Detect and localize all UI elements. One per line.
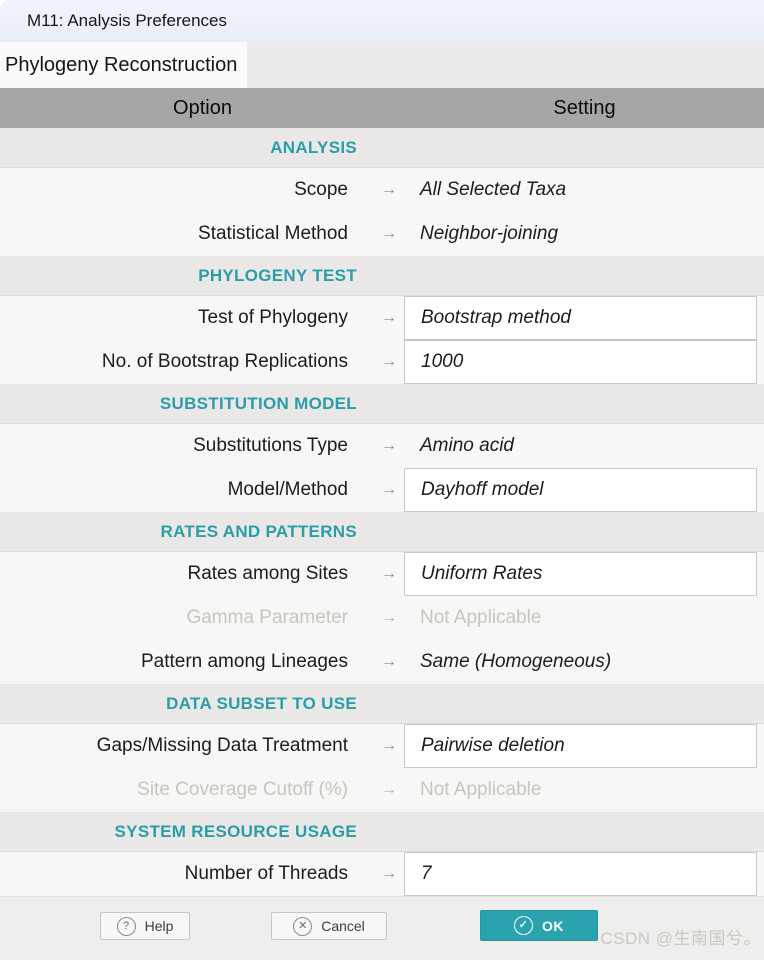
tab-phylogeny-reconstruction[interactable]: Phylogeny Reconstruction <box>0 42 248 88</box>
option-label: Statistical Method <box>198 223 348 244</box>
arrow-icon: → <box>381 653 397 670</box>
table-row: Gaps/Missing Data Treatment → Pairwise del… <box>0 724 764 768</box>
table-row: Rates among Sites → Uniform Rates <box>0 552 764 596</box>
arrow-icon: → <box>381 481 397 498</box>
table-header: Option Setting <box>0 88 764 128</box>
arrow-icon: → <box>381 225 397 242</box>
setting-dropdown[interactable]: Pairwise deletion <box>404 724 757 768</box>
arrow-icon: → <box>381 437 397 454</box>
setting-value: Not Applicable <box>420 607 542 628</box>
section-header-row: RATES AND PATTERNS <box>0 512 764 552</box>
table-row: Gamma Parameter → Not Applicable <box>0 596 764 640</box>
setting-value: Same (Homogeneous) <box>420 651 612 672</box>
watermark: CSDN @生南国兮。 <box>600 929 761 948</box>
option-label: Test of Phylogeny <box>198 307 348 328</box>
title-bar: M11: Analysis Preferences <box>0 0 764 42</box>
column-header-option: Option <box>173 97 232 119</box>
option-label: Rates among Sites <box>187 563 348 584</box>
option-label: Site Coverage Cutoff (%) <box>137 779 348 800</box>
section-header-row: PHYLOGENY TEST <box>0 256 764 296</box>
window-title: M11: Analysis Preferences <box>27 11 227 30</box>
option-label: Gamma Parameter <box>186 607 348 628</box>
section-title: PHYLOGENY TEST <box>198 265 357 285</box>
setting-value: Neighbor-joining <box>420 223 559 244</box>
help-icon: ? <box>116 916 136 936</box>
table-row: Statistical Method → Neighbor-joining <box>0 212 764 256</box>
arrow-icon: → <box>381 609 397 626</box>
section-header-row: SYSTEM RESOURCE USAGE <box>0 812 764 852</box>
option-label: Gaps/Missing Data Treatment <box>96 735 348 756</box>
option-label: Substitutions Type <box>193 435 348 456</box>
ok-icon: ✓ <box>514 916 533 935</box>
arrow-icon: → <box>381 353 397 370</box>
setting-dropdown[interactable]: 7 <box>404 852 757 896</box>
setting-value: Amino acid <box>420 435 514 456</box>
table-row: Number of Threads → 7 <box>0 852 764 896</box>
arrow-icon: → <box>381 781 397 798</box>
cancel-button[interactable]: ✕ Cancel <box>271 912 387 940</box>
ok-label: OK <box>542 917 564 934</box>
help-button[interactable]: ? Help <box>100 912 190 940</box>
ok-button[interactable]: ✓ OK <box>480 910 598 941</box>
option-label: Number of Threads <box>184 863 348 884</box>
section-title: SUBSTITUTION MODEL <box>159 393 357 413</box>
setting-value: All Selected Taxa <box>420 179 567 200</box>
section-header-row: DATA SUBSET TO USE <box>0 684 764 724</box>
section-title: SYSTEM RESOURCE USAGE <box>114 821 357 841</box>
option-label: Model/Method <box>227 479 348 500</box>
tab-label: Phylogeny Reconstruction <box>5 53 238 76</box>
setting-dropdown[interactable]: Dayhoff model <box>404 468 757 512</box>
setting-dropdown[interactable]: Uniform Rates <box>404 552 757 596</box>
option-label: No. of Bootstrap Replications <box>101 351 348 372</box>
column-header-setting: Setting <box>553 97 616 119</box>
table-row: Test of Phylogeny → Bootstrap method <box>0 296 764 340</box>
arrow-icon: → <box>381 309 397 326</box>
table-row: Scope → All Selected Taxa <box>0 168 764 212</box>
section-title: ANALYSIS <box>270 137 357 157</box>
cancel-label: Cancel <box>321 918 365 934</box>
section-header-row: ANALYSIS <box>0 128 764 168</box>
table-row: Site Coverage Cutoff (%) → Not Applicable <box>0 768 764 812</box>
section-header-row: SUBSTITUTION MODEL <box>0 384 764 424</box>
table-row: No. of Bootstrap Replications → 1000 <box>0 340 764 384</box>
arrow-icon: → <box>381 181 397 198</box>
arrow-icon: → <box>381 737 397 754</box>
setting-dropdown[interactable]: 1000 <box>404 340 757 384</box>
table-row: Substitutions Type → Amino acid <box>0 424 764 468</box>
section-title: RATES AND PATTERNS <box>160 521 357 541</box>
table-row: Pattern among Lineages → Same (Homogeneous… <box>0 640 764 684</box>
footer: ? Help ✕ Cancel ✓ OK CSDN @生南国兮。 <box>0 896 764 960</box>
setting-dropdown[interactable]: Bootstrap method <box>404 296 757 340</box>
option-label: Scope <box>294 179 348 200</box>
setting-value: Not Applicable <box>420 779 542 800</box>
table-row: Model/Method → Dayhoff model <box>0 468 764 512</box>
option-label: Pattern among Lineages <box>140 651 348 672</box>
preferences-table: ANALYSIS Scope → All Selected Taxa Statistic… <box>0 128 764 896</box>
tab-bar: Phylogeny Reconstruction <box>0 42 764 88</box>
help-label: Help <box>144 918 174 934</box>
arrow-icon: → <box>381 565 397 582</box>
cancel-icon: ✕ <box>293 916 313 936</box>
arrow-icon: → <box>381 865 397 882</box>
section-title: DATA SUBSET TO USE <box>166 693 357 713</box>
